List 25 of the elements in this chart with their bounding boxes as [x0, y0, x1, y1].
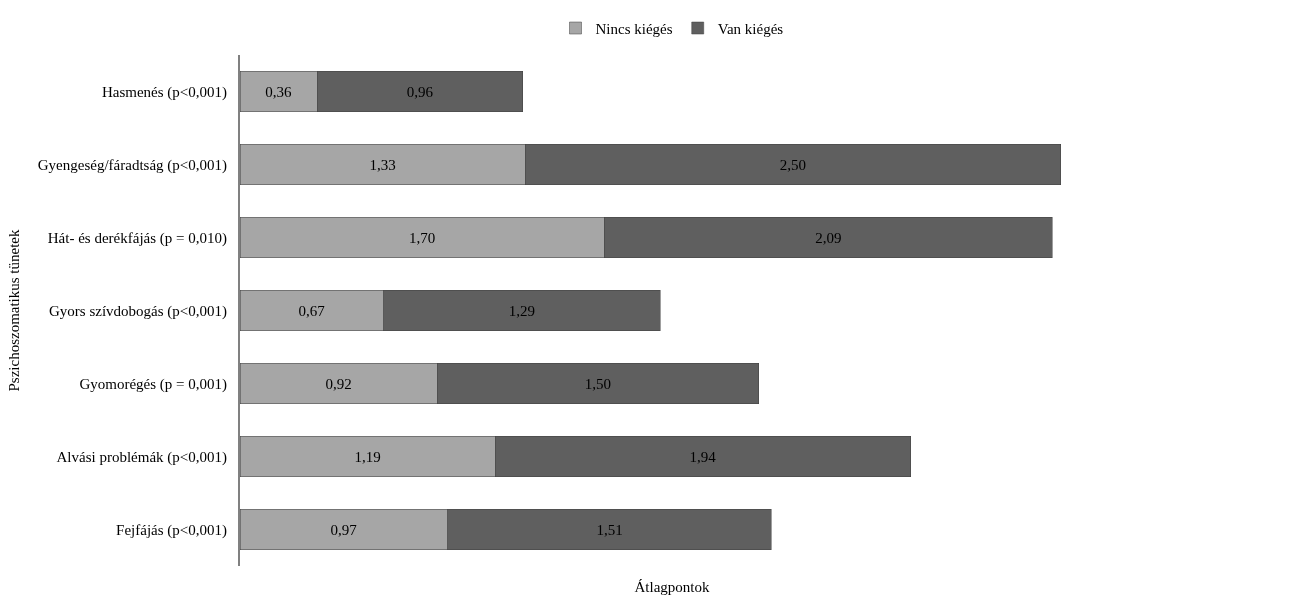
data-label: 1,19 [354, 448, 381, 465]
data-label: 2,50 [779, 156, 807, 173]
data-label: 0,67 [298, 302, 326, 319]
y-tick-label: Gyomorégés (p = 0,001) [79, 375, 227, 393]
data-label: 1,50 [584, 375, 612, 392]
data-label: 1,33 [369, 156, 396, 173]
legend-label: Nincs kiégés [595, 20, 673, 37]
data-label: 1,94 [689, 448, 717, 465]
y-tick-label: Alvási problémák (p<0,001) [56, 448, 227, 466]
y-tick-label: Gyors szívdobogás (p<0,001) [48, 302, 227, 320]
data-label: 0,96 [406, 83, 434, 100]
data-label: 1,51 [596, 521, 623, 538]
data-label: 2,09 [815, 229, 842, 246]
data-label: 0,97 [330, 521, 358, 538]
y-axis-title: Pszichoszomatikus tünetek [5, 228, 22, 392]
legend-label: Van kiégés [717, 20, 784, 37]
y-tick-label: Hát- és derékfájás (p = 0,010) [47, 229, 227, 247]
y-tick-label: Gyengeség/fáradtság (p<0,001) [37, 156, 227, 174]
data-label: 1,70 [409, 229, 436, 246]
data-label: 0,92 [325, 375, 352, 392]
data-label: 1,29 [508, 302, 535, 319]
y-tick-label: Fejfájás (p<0,001) [116, 521, 227, 539]
y-tick-label: Hasmenés (p<0,001) [101, 83, 227, 101]
x-axis-title: Átlagpontok [634, 579, 710, 595]
data-label: 0,36 [265, 83, 292, 100]
